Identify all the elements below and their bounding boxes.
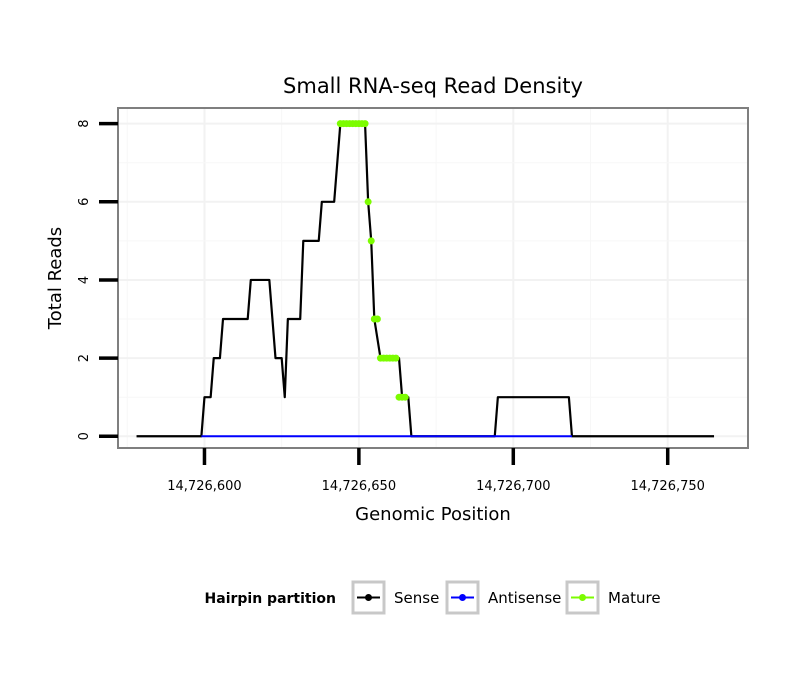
legend-label: Mature bbox=[608, 589, 661, 607]
legend-key-point bbox=[365, 594, 372, 601]
mature-point bbox=[392, 354, 400, 362]
y-tick-label: 2 bbox=[77, 354, 92, 362]
legend-title: Hairpin partition bbox=[205, 591, 336, 607]
mature-point bbox=[364, 198, 372, 206]
legend-key-point bbox=[459, 594, 466, 601]
series-layer bbox=[136, 120, 715, 438]
x-axis-label: Genomic Position bbox=[355, 504, 511, 525]
mature-point bbox=[361, 120, 369, 128]
y-tick-label: 4 bbox=[77, 276, 92, 284]
x-tick-label: 14,726,700 bbox=[476, 479, 550, 494]
y-tick-label: 6 bbox=[77, 198, 92, 206]
legend-key-point bbox=[579, 594, 586, 601]
x-tick-label: 14,726,750 bbox=[630, 479, 704, 494]
x-axis: 14,726,600 14,726,650 14,726,700 14,726,750 bbox=[167, 448, 705, 494]
x-tick-label: 14,726,650 bbox=[322, 479, 396, 494]
legend: Hairpin partition Sense Antisense Mature bbox=[205, 580, 661, 615]
y-axis-label: Total Reads bbox=[45, 227, 66, 330]
chart-title: Small RNA-seq Read Density bbox=[283, 74, 583, 98]
legend-item-mature: Mature bbox=[565, 580, 661, 615]
legend-label: Sense bbox=[394, 589, 439, 607]
y-tick-label: 0 bbox=[77, 432, 92, 440]
plot-border bbox=[117, 107, 749, 449]
legend-label: Antisense bbox=[488, 589, 561, 607]
series-line-sense bbox=[136, 122, 715, 438]
legend-item-sense: Sense bbox=[351, 580, 439, 615]
mature-point bbox=[367, 237, 375, 245]
mature-point bbox=[401, 393, 409, 401]
plot-background bbox=[118, 108, 748, 448]
legend-item-antisense: Antisense bbox=[445, 580, 561, 615]
x-tick-label: 14,726,600 bbox=[167, 479, 241, 494]
y-axis: 0 2 4 6 8 bbox=[77, 119, 118, 440]
y-tick-label: 8 bbox=[77, 119, 92, 127]
mature-point bbox=[373, 315, 381, 323]
